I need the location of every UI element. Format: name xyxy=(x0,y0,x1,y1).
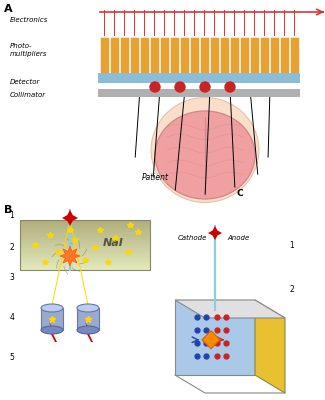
Bar xyxy=(240,37,249,75)
Bar xyxy=(20,263,150,265)
Bar xyxy=(20,256,150,258)
Bar xyxy=(230,37,239,75)
Bar xyxy=(20,254,150,257)
Polygon shape xyxy=(208,226,222,240)
Ellipse shape xyxy=(77,304,99,312)
Text: B: B xyxy=(4,205,12,215)
Bar xyxy=(20,233,150,235)
Bar xyxy=(250,37,259,75)
Circle shape xyxy=(175,82,185,92)
Text: Collimator: Collimator xyxy=(10,92,46,98)
Bar xyxy=(160,37,169,75)
Ellipse shape xyxy=(41,304,63,312)
Bar xyxy=(100,37,109,75)
Bar xyxy=(220,37,229,75)
Bar xyxy=(180,37,189,75)
Text: Detector: Detector xyxy=(10,79,40,85)
Polygon shape xyxy=(85,322,93,342)
Bar xyxy=(20,221,150,223)
Bar xyxy=(190,37,199,75)
Ellipse shape xyxy=(151,98,259,202)
Text: 3: 3 xyxy=(9,274,14,282)
Bar xyxy=(20,253,150,255)
Polygon shape xyxy=(49,322,57,342)
Circle shape xyxy=(150,82,160,92)
Bar xyxy=(150,37,159,75)
Bar xyxy=(20,241,150,243)
Bar xyxy=(20,266,150,268)
Text: Cathode: Cathode xyxy=(178,235,207,241)
Bar xyxy=(20,260,150,262)
Bar xyxy=(20,240,150,242)
Bar xyxy=(110,37,119,75)
Bar xyxy=(20,248,150,250)
Bar xyxy=(98,89,300,97)
Text: 2: 2 xyxy=(289,286,294,294)
Bar xyxy=(20,224,150,227)
Text: Photo-
multipliers: Photo- multipliers xyxy=(10,44,47,56)
Ellipse shape xyxy=(155,111,255,199)
Text: C: C xyxy=(237,188,243,198)
Bar xyxy=(20,268,150,270)
Bar xyxy=(20,246,150,248)
Text: Anode: Anode xyxy=(228,235,250,241)
Bar xyxy=(20,258,150,260)
Bar xyxy=(20,236,150,238)
Text: A: A xyxy=(4,4,13,14)
Bar xyxy=(20,244,150,247)
Text: Patient: Patient xyxy=(141,174,168,182)
Ellipse shape xyxy=(77,326,99,334)
Circle shape xyxy=(225,82,235,92)
Bar xyxy=(200,37,209,75)
Ellipse shape xyxy=(41,326,63,334)
Polygon shape xyxy=(255,300,285,393)
Bar xyxy=(280,37,289,75)
Text: 1: 1 xyxy=(10,210,14,220)
Bar xyxy=(77,308,99,330)
Polygon shape xyxy=(175,300,255,375)
Polygon shape xyxy=(175,300,285,318)
Bar xyxy=(98,73,300,83)
Bar xyxy=(20,230,150,232)
Bar xyxy=(140,37,149,75)
Text: Electronics: Electronics xyxy=(10,17,48,23)
Polygon shape xyxy=(62,210,78,226)
Bar xyxy=(20,234,150,237)
Text: NaI: NaI xyxy=(103,238,124,248)
Bar xyxy=(20,264,150,267)
Bar xyxy=(20,261,150,263)
Text: 4: 4 xyxy=(9,314,14,322)
Bar xyxy=(290,37,299,75)
Bar xyxy=(170,37,179,75)
Bar xyxy=(20,228,150,230)
Bar xyxy=(20,238,150,240)
Bar xyxy=(20,226,150,228)
Bar xyxy=(20,231,150,233)
Bar xyxy=(130,37,139,75)
Bar xyxy=(20,243,150,245)
Text: 1: 1 xyxy=(289,240,294,250)
Bar xyxy=(41,308,63,330)
Bar xyxy=(260,37,269,75)
Bar xyxy=(20,250,150,252)
Bar xyxy=(20,220,150,222)
Polygon shape xyxy=(202,331,220,349)
Bar xyxy=(120,37,129,75)
Bar xyxy=(210,37,219,75)
Polygon shape xyxy=(60,246,80,266)
Circle shape xyxy=(200,82,210,92)
Text: 5: 5 xyxy=(9,354,14,362)
Text: 2: 2 xyxy=(10,244,14,252)
Bar xyxy=(20,251,150,253)
Bar xyxy=(270,37,279,75)
Bar xyxy=(20,220,150,270)
Bar xyxy=(20,223,150,225)
